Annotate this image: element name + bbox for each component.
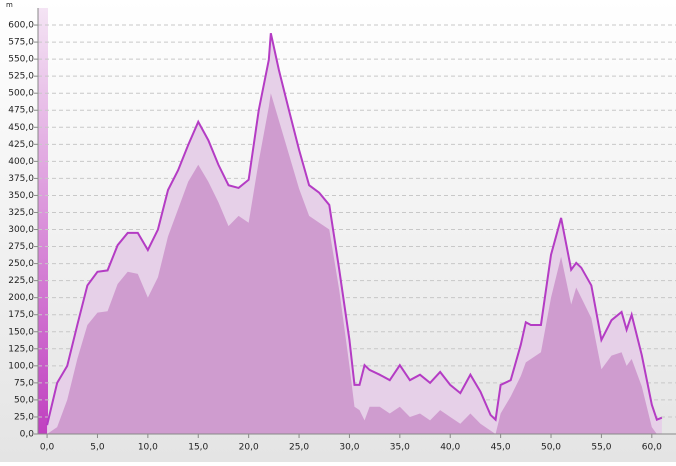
x-tick-label: 20,0 bbox=[239, 443, 259, 453]
x-tick-label: 40,0 bbox=[440, 443, 460, 453]
y-tick-label: 50,0 bbox=[14, 395, 34, 405]
x-tick-label: 5,0 bbox=[90, 443, 105, 453]
x-tick-label: 0,0 bbox=[40, 443, 55, 453]
x-tick-label: 35,0 bbox=[390, 443, 410, 453]
y-tick-label: 225,0 bbox=[8, 276, 34, 286]
area bbox=[47, 93, 662, 434]
x-tick-label: 25,0 bbox=[289, 443, 309, 453]
x-tick-label: 60,0 bbox=[642, 443, 662, 453]
unit-label: m bbox=[6, 1, 13, 9]
y-tick-label: 525,0 bbox=[8, 72, 34, 82]
y-tick-label: 300,0 bbox=[8, 225, 34, 235]
y-tick-label: 600,0 bbox=[8, 21, 34, 31]
x-tick-label: 55,0 bbox=[591, 443, 611, 453]
x-tick-label: 15,0 bbox=[188, 443, 208, 453]
y-tick-label: 150,0 bbox=[8, 327, 34, 337]
y-tick-label: 500,0 bbox=[8, 89, 34, 99]
x-tick-label: 50,0 bbox=[541, 443, 561, 453]
y-tick-label: 575,0 bbox=[8, 38, 34, 48]
x-tick-label: 45,0 bbox=[491, 443, 511, 453]
y-tick-label: 425,0 bbox=[8, 140, 34, 150]
y-tick-label: 175,0 bbox=[8, 310, 34, 320]
y-tick-label: 75,0 bbox=[14, 378, 34, 388]
y-tick-label: 550,0 bbox=[8, 55, 34, 65]
color-strip bbox=[38, 8, 48, 434]
y-tick-label: 200,0 bbox=[8, 293, 34, 303]
y-tick-label: 100,0 bbox=[8, 361, 34, 371]
y-tick-label: 400,0 bbox=[8, 157, 34, 167]
y-tick-label: 350,0 bbox=[8, 191, 34, 201]
y-tick-label: 375,0 bbox=[8, 174, 34, 184]
y-tick-label: 125,0 bbox=[8, 344, 34, 354]
y-tick-label: 250,0 bbox=[8, 259, 34, 269]
y-tick-label: 25,0 bbox=[14, 412, 34, 422]
y-tick-label: 450,0 bbox=[8, 123, 34, 133]
x-tick-label: 10,0 bbox=[138, 443, 158, 453]
y-tick-label: 475,0 bbox=[8, 106, 34, 116]
y-tick-label: 0,0 bbox=[20, 430, 35, 440]
x-tick-label: 30,0 bbox=[339, 443, 359, 453]
y-tick-label: 275,0 bbox=[8, 242, 34, 252]
y-tick-label: 325,0 bbox=[8, 208, 34, 218]
elevation-line bbox=[46, 33, 663, 426]
